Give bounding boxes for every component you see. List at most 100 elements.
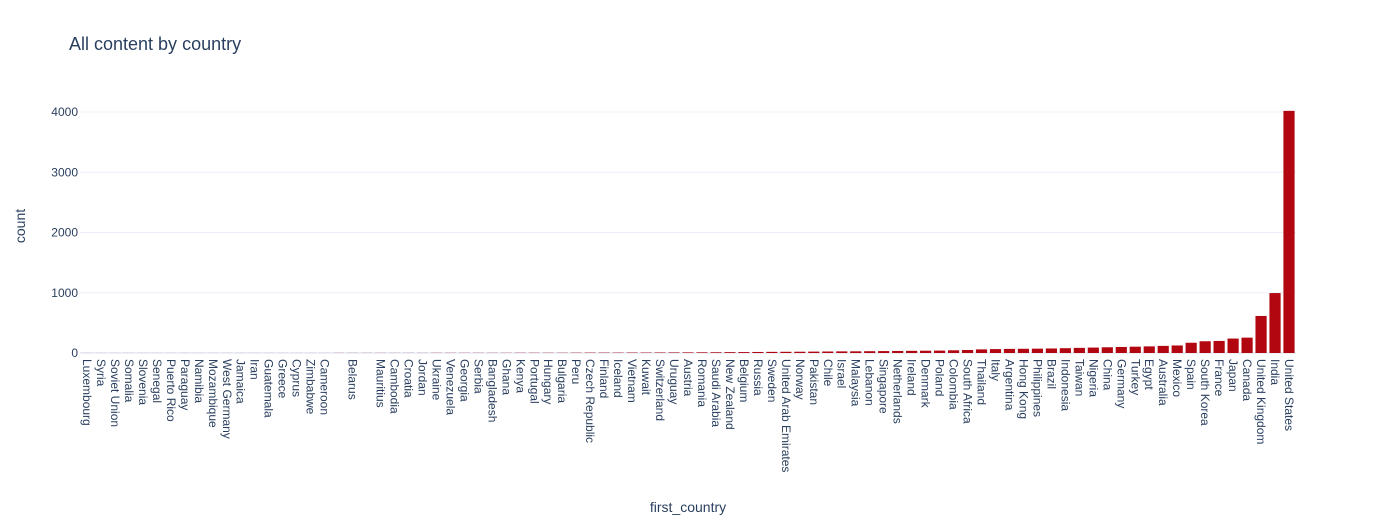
bar[interactable] [808,351,820,353]
x-tick-label: Somalia [122,359,136,403]
bar[interactable] [1129,346,1141,353]
bar[interactable] [1115,346,1127,353]
x-tick-label: Chile [821,359,835,387]
bar[interactable] [1087,347,1099,353]
x-tick-label: Indonesia [1058,359,1072,411]
x-tick-label: Belgium [737,359,751,402]
x-tick-label: Slovenia [136,359,150,405]
x-tick-label: Kuwait [639,359,653,396]
x-tick-label: Mozambique [206,359,220,428]
y-tick-label: 0 [71,346,78,360]
x-tick-label: Lebanon [863,359,877,406]
bar[interactable] [1269,293,1281,353]
x-tick-label: South Korea [1198,359,1212,426]
x-tick-label: Singapore [877,359,891,414]
x-tick-label: Taiwan [1072,359,1086,396]
bar[interactable] [920,350,932,353]
x-tick-label: Pakistan [807,359,821,405]
bar[interactable] [947,350,960,353]
bar[interactable] [822,351,834,353]
x-tick-label: Namibia [192,359,206,403]
bar[interactable] [989,349,1002,353]
x-tick-label: Saudi Arabia [709,359,723,427]
bar[interactable] [1227,338,1239,353]
bar[interactable] [1241,337,1253,353]
bar[interactable] [1199,341,1211,353]
bar[interactable] [1185,342,1197,353]
bar[interactable] [1157,345,1169,353]
y-tick-label: 3000 [51,165,78,179]
bar[interactable] [933,350,946,353]
x-tick-label: Jordan [415,359,429,396]
y-axis-title: count [12,209,28,243]
x-tick-label: Venezuela [443,359,457,415]
bar[interactable] [794,351,806,353]
chart-title: All content by country [69,34,241,54]
bar[interactable] [864,351,876,353]
x-tick-label: Vietnam [625,359,639,403]
bar[interactable] [1003,348,1016,353]
bar[interactable] [1073,347,1085,353]
y-tick-label: 1000 [51,286,78,300]
x-tick-label: United States [1282,359,1296,431]
x-tick-label: Ghana [499,359,513,395]
x-tick-label: Israel [835,359,849,388]
x-tick-label: Kenya [513,359,527,393]
bar[interactable] [1283,110,1295,353]
x-tick-label: Cyprus [290,359,304,397]
bar[interactable] [1255,315,1267,353]
x-tick-label: Norway [793,359,807,400]
x-tick-label: Turkey [1128,359,1142,395]
x-tick-label: Soviet Union [108,359,122,427]
x-tick-label: Italy [988,359,1002,381]
bar[interactable] [1213,340,1225,353]
bar[interactable] [1059,348,1071,353]
bar[interactable] [1031,348,1044,353]
bar[interactable] [975,349,988,353]
x-tick-label: Romania [695,359,709,407]
x-tick-label: Sweden [765,359,779,402]
x-tick-label: New Zealand [723,359,737,430]
bar[interactable] [766,351,778,353]
bar[interactable] [1045,348,1057,353]
x-tick-label: Finland [597,359,611,398]
bar[interactable] [1101,347,1113,353]
x-tick-label: Austria [681,359,695,397]
x-tick-label: Hong Kong [1016,359,1030,419]
x-tick-label: Ireland [905,359,919,396]
bar[interactable] [1171,345,1183,353]
bar[interactable] [878,351,890,353]
bar[interactable] [752,351,764,353]
bar[interactable] [682,352,694,353]
bar[interactable] [892,350,904,353]
bar[interactable] [668,352,680,353]
x-tick-label: Senegal [150,359,164,403]
bar[interactable] [1017,348,1030,353]
bar[interactable] [724,352,736,353]
x-tick-label: Switzerland [653,359,667,421]
bar[interactable] [836,351,848,353]
bar[interactable] [738,352,750,353]
x-tick-label: Serbia [471,359,485,394]
x-tick-label: Czech Republic [583,359,597,443]
bar[interactable] [906,350,918,353]
x-tick-label: Guatemala [262,359,276,418]
x-tick-label: Paraguay [178,359,192,410]
x-tick-label: Peru [569,359,583,384]
bar[interactable] [961,349,974,353]
x-tick-label: France [1212,359,1226,397]
x-tick-label: India [1268,359,1282,385]
x-tick-label: China [1100,359,1114,391]
bar[interactable] [780,351,792,353]
x-tick-label: Hungary [541,359,555,404]
x-tick-label: Iran [248,359,262,380]
x-tick-label: Portugal [527,359,541,404]
x-tick-label: Mexico [1170,359,1184,397]
x-tick-label: Australia [1156,359,1170,406]
bar[interactable] [710,352,722,353]
bar[interactable] [696,352,708,353]
bar[interactable] [1143,346,1155,353]
bar[interactable] [850,351,862,353]
x-tick-label: Argentina [1002,359,1016,411]
